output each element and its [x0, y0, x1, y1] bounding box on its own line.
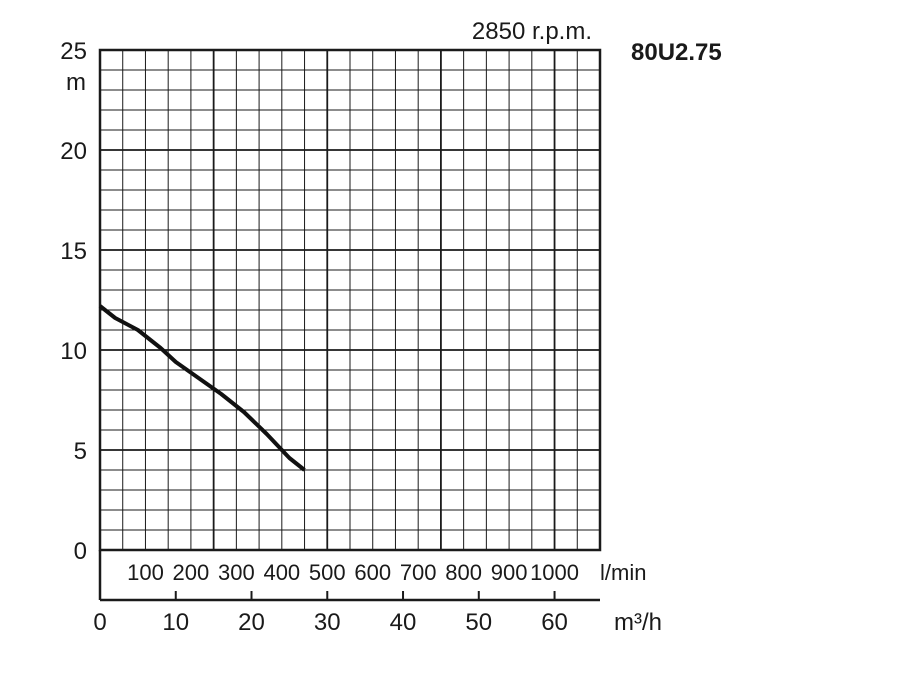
labels-layer: 2850 r.p.m. 80U2.75 m l/min m³/h [66, 18, 722, 636]
y-tick-label: 10 [60, 338, 87, 365]
secondary-x-tick-label: 900 [491, 560, 528, 585]
x-tick-label: 0 [93, 609, 106, 636]
speed-label: 2850 r.p.m. [472, 18, 592, 45]
secondary-x-tick-label: 800 [445, 560, 482, 585]
secondary-x-tick-label: 600 [354, 560, 391, 585]
model-label: 80U2.75 [631, 39, 722, 66]
y-tick-label: 25 [60, 38, 87, 65]
y-tick-label: 0 [74, 538, 87, 565]
x-tick-label: 10 [162, 609, 189, 636]
x-tick-label: 50 [465, 609, 492, 636]
secondary-x-tick-label: 200 [173, 560, 210, 585]
secondary-x-tick-label: 500 [309, 560, 346, 585]
major-grid [100, 50, 600, 550]
secondary-x-tick-label: 100 [127, 560, 164, 585]
secondary-x-tick-label: 400 [263, 560, 300, 585]
series-layer [98, 304, 306, 472]
x-tick-label: 40 [390, 609, 417, 636]
x-axis-unit-label: m³/h [614, 609, 662, 636]
plot-frame [98, 48, 602, 602]
y-axis-unit-label: m [66, 69, 86, 96]
y-tick-label: 15 [60, 238, 87, 265]
secondary-x-tick-label: 1000 [530, 560, 579, 585]
secondary-x-tick-label: 300 [218, 560, 255, 585]
secondary-x-tick-label: 700 [400, 560, 437, 585]
x-tick-label: 30 [314, 609, 341, 636]
minor-grid [100, 50, 600, 550]
y-tick-label: 20 [60, 138, 87, 165]
x-tick-label: 20 [238, 609, 265, 636]
secondary-x-unit-label: l/min [600, 560, 646, 585]
y-tick-label: 5 [74, 438, 87, 465]
x-tick-label: 60 [541, 609, 568, 636]
plot-border [98, 48, 602, 552]
pump-curve-line [98, 304, 306, 472]
